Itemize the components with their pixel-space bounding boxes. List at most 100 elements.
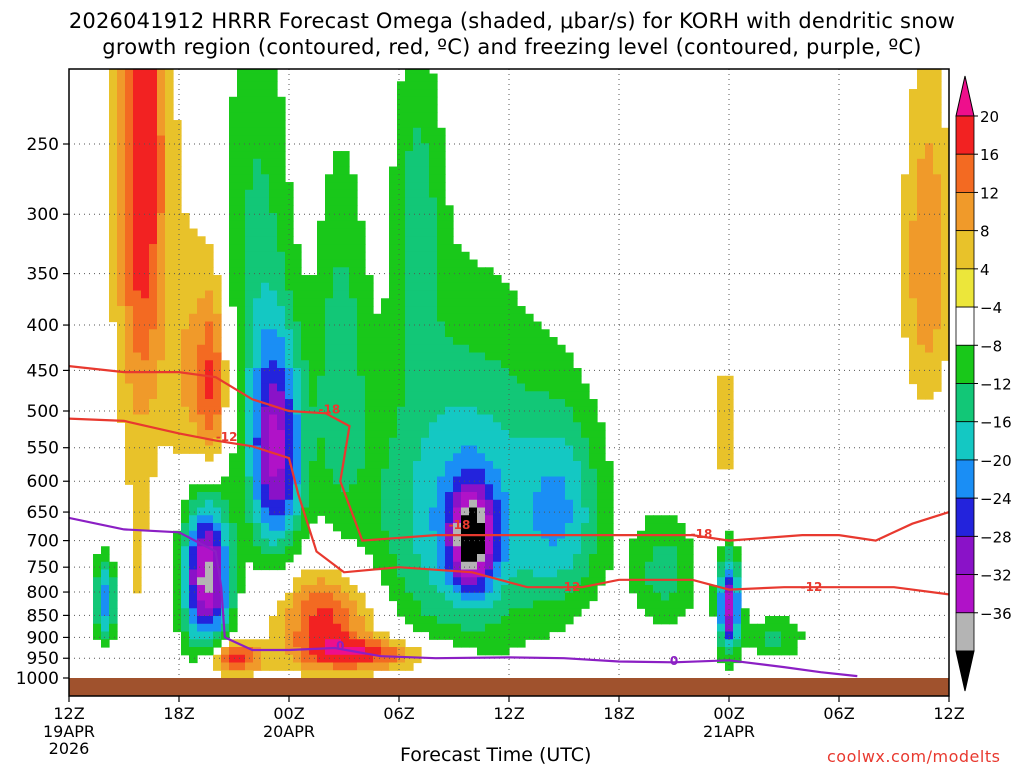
omega-cell: [485, 445, 494, 454]
omega-cell: [261, 220, 270, 230]
omega-cell: [141, 375, 150, 385]
omega-cell: [173, 360, 182, 369]
x-tick-label: 18Z: [163, 704, 194, 723]
omega-cell: [453, 631, 462, 640]
omega-cell: [173, 608, 182, 617]
omega-cell: [557, 585, 566, 594]
omega-cell: [93, 577, 102, 586]
omega-cell: [453, 577, 462, 586]
omega-cell: [925, 337, 934, 346]
omega-cell: [477, 461, 486, 470]
omega-cell: [173, 205, 182, 214]
omega-cell: [133, 577, 142, 586]
omega-cell: [525, 437, 534, 447]
omega-cell: [309, 275, 318, 284]
omega-cell: [445, 213, 454, 222]
omega-cell: [925, 321, 934, 330]
omega-cell: [461, 631, 470, 640]
omega-cell: [597, 515, 606, 524]
omega-cell: [381, 399, 390, 408]
omega-cell: [461, 515, 470, 524]
omega-cell: [125, 267, 134, 276]
omega-cell: [589, 414, 598, 423]
omega-cell: [133, 313, 142, 323]
omega-cell: [157, 259, 166, 268]
omega-cell: [501, 608, 510, 617]
omega-cell: [253, 399, 262, 408]
omega-cell: [381, 561, 390, 571]
omega-cell: [533, 484, 542, 493]
omega-cell: [501, 554, 510, 563]
omega-cell: [229, 197, 238, 206]
omega-cell: [277, 639, 286, 648]
omega-cell: [357, 492, 366, 501]
omega-cell: [565, 538, 574, 547]
omega-cell: [181, 515, 190, 524]
omega-cell: [317, 244, 326, 253]
omega-cell: [325, 399, 334, 408]
omega-cell: [453, 406, 462, 416]
omega-cell: [397, 104, 406, 113]
omega-cell: [429, 592, 438, 602]
omega-cell: [581, 592, 590, 602]
omega-cell: [469, 290, 478, 299]
omega-cell: [173, 616, 182, 625]
omega-cell: [509, 561, 518, 571]
omega-cell: [149, 461, 158, 470]
omega-cell: [333, 182, 342, 191]
omega-cell: [485, 344, 494, 354]
omega-cell: [485, 453, 494, 462]
omega-cell: [165, 282, 174, 292]
omega-cell: [285, 476, 294, 485]
omega-cell: [501, 561, 510, 571]
omega-cell: [365, 623, 374, 633]
omega-cell: [333, 251, 342, 261]
omega-cell: [109, 236, 118, 245]
omega-cell: [309, 616, 318, 625]
omega-cell: [141, 445, 150, 454]
omega-cell: [461, 360, 470, 369]
omega-cell: [261, 197, 270, 206]
omega-cell: [669, 523, 678, 532]
omega-cell: [261, 352, 270, 361]
omega-cell: [149, 453, 158, 462]
omega-cell: [117, 306, 126, 315]
omega-cell: [525, 313, 534, 323]
omega-cell: [445, 352, 454, 361]
omega-cell: [229, 476, 238, 485]
omega-cell: [309, 352, 318, 361]
omega-cell: [269, 275, 278, 284]
omega-cell: [357, 507, 366, 516]
omega-cell: [269, 236, 278, 245]
omega-cell: [109, 174, 118, 183]
omega-cell: [261, 120, 270, 129]
snow-growth-contour: [69, 365, 949, 542]
omega-cell: [181, 546, 190, 555]
omega-cell: [293, 492, 302, 501]
omega-cell: [293, 461, 302, 470]
omega-cell: [205, 298, 214, 307]
omega-cell: [669, 592, 678, 602]
omega-cell: [317, 337, 326, 346]
omega-cell: [485, 499, 494, 509]
omega-cell: [205, 569, 214, 578]
omega-cell: [173, 290, 182, 299]
omega-cell: [325, 515, 334, 524]
omega-cell: [237, 375, 246, 385]
omega-cell: [349, 670, 358, 678]
omega-cell: [109, 166, 118, 175]
omega-cell: [277, 654, 286, 664]
omega-cell: [333, 220, 342, 230]
omega-cell: [229, 151, 238, 160]
omega-cell: [397, 561, 406, 571]
omega-cell: [93, 592, 102, 602]
colorbar-swatch: [955, 535, 975, 575]
omega-cell: [229, 577, 238, 586]
omega-cell: [485, 577, 494, 586]
omega-cell: [437, 484, 446, 493]
omega-cell: [733, 639, 742, 648]
omega-cell: [373, 499, 382, 509]
omega-cell: [253, 654, 262, 664]
omega-cell: [157, 89, 166, 98]
credit-link[interactable]: coolwx.com/modelts: [827, 747, 1001, 766]
